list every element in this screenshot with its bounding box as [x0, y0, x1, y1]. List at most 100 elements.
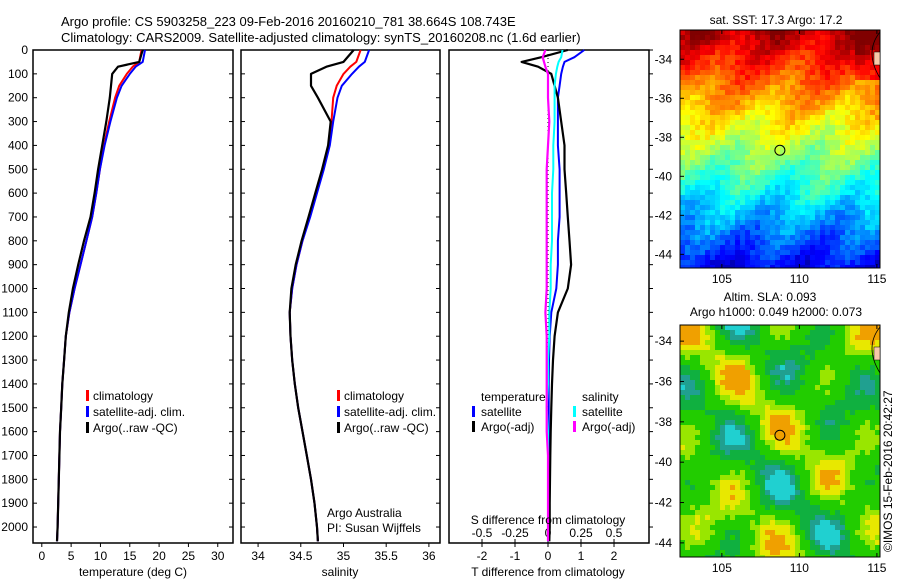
map-cell — [755, 335, 761, 341]
map-cell — [770, 35, 776, 41]
map-frame — [679, 29, 881, 269]
map-cell — [715, 85, 721, 91]
map-cell — [705, 395, 711, 401]
map-cell — [710, 195, 716, 201]
map-cell — [700, 240, 706, 246]
map-cell — [705, 190, 711, 196]
map-cell — [850, 55, 856, 61]
map-cell — [775, 220, 781, 226]
map-cell — [700, 190, 706, 196]
map-cell — [735, 185, 741, 191]
map-cell — [740, 475, 746, 481]
map-cell — [735, 90, 741, 96]
map-cell — [770, 385, 776, 391]
map-cell — [765, 170, 771, 176]
map-cell — [750, 470, 756, 476]
map-cell — [785, 220, 791, 226]
map-cell — [825, 75, 831, 81]
map-cell — [870, 390, 876, 396]
map-cell — [750, 175, 756, 181]
map-cell — [795, 490, 801, 496]
map-cell — [865, 405, 871, 411]
map-cell — [715, 45, 721, 51]
map-cell — [710, 105, 716, 111]
map-cell — [780, 555, 786, 558]
map-cell — [725, 480, 731, 486]
map-cell — [870, 255, 876, 261]
y-tick-label: 2000 — [1, 520, 28, 534]
map-cell — [740, 365, 746, 371]
map-cell — [790, 150, 796, 156]
map-cell — [720, 180, 726, 186]
map-cell — [850, 505, 856, 511]
map-cell — [755, 35, 761, 41]
map-cell — [720, 510, 726, 516]
map-cell — [755, 255, 761, 261]
map-cell — [815, 325, 821, 331]
map-cell — [710, 375, 716, 381]
map-cell — [695, 30, 701, 36]
map-cell — [820, 345, 826, 351]
map-cell — [680, 505, 686, 511]
map-cell — [800, 205, 806, 211]
map-cell — [750, 430, 756, 436]
map-cell — [735, 80, 741, 86]
map-cell — [750, 225, 756, 231]
map-cell — [695, 440, 701, 446]
map-cell — [755, 230, 761, 236]
map-cell — [680, 430, 686, 436]
map-cell — [715, 95, 721, 101]
map-cell — [815, 35, 821, 41]
map-cell — [810, 530, 816, 536]
map-cell — [755, 160, 761, 166]
map-cell — [805, 120, 811, 126]
map-cell — [755, 525, 761, 531]
map-cell — [680, 40, 686, 46]
map-cell — [820, 155, 826, 161]
map-cell — [805, 115, 811, 121]
map-cell — [730, 30, 736, 36]
map-cell — [840, 350, 846, 356]
map-cell — [775, 375, 781, 381]
map-cell — [740, 100, 746, 106]
map-cell — [820, 80, 826, 86]
map-cell — [875, 100, 881, 106]
map-cell — [800, 520, 806, 526]
map-cell — [845, 465, 851, 471]
map-cell — [690, 500, 696, 506]
map-cell — [845, 395, 851, 401]
map-cell — [770, 90, 776, 96]
map-cell — [875, 220, 881, 226]
map-cell — [860, 325, 866, 331]
map-cell — [690, 45, 696, 51]
map-cell — [805, 135, 811, 141]
map-cell — [745, 425, 751, 431]
map-cell — [800, 515, 806, 521]
map-cell — [805, 255, 811, 261]
map-cell — [790, 350, 796, 356]
map-cell — [860, 335, 866, 341]
map-cell — [865, 530, 871, 536]
map-cell — [785, 85, 791, 91]
map-cell — [695, 260, 701, 266]
map-cell — [845, 325, 851, 331]
map-cell — [710, 165, 716, 171]
map-cell — [690, 225, 696, 231]
map-cell — [830, 355, 836, 361]
map-cell — [725, 200, 731, 206]
map-cell — [690, 325, 696, 331]
map-cell — [870, 395, 876, 401]
map-cell — [685, 360, 691, 366]
map-cell — [825, 265, 831, 269]
map-cell — [875, 185, 881, 191]
map-cell — [750, 170, 756, 176]
map-cell — [850, 375, 856, 381]
map-cell — [695, 460, 701, 466]
map-cell — [845, 185, 851, 191]
map-cell — [840, 100, 846, 106]
map-cell — [730, 390, 736, 396]
x-tick-label: 5 — [68, 549, 75, 563]
map-cell — [720, 340, 726, 346]
map-cell — [875, 505, 881, 511]
map-cell — [785, 120, 791, 126]
